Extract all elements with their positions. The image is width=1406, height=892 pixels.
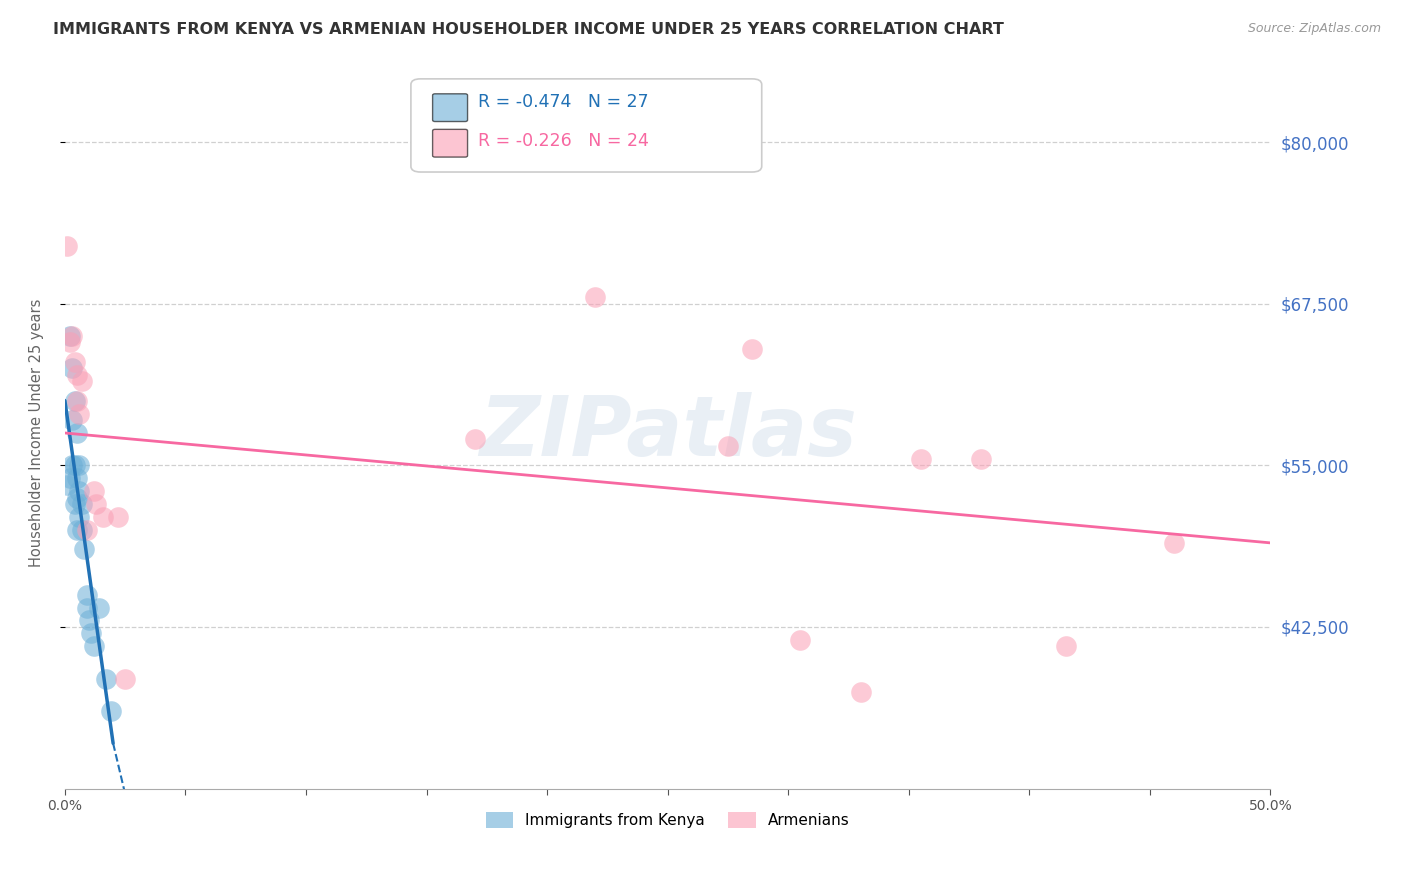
- Point: [63, 355, 86, 369]
- Point: [67, 510, 90, 524]
- Point: [56, 477, 79, 491]
- Point: [76, 588, 98, 602]
- Point: [70, 523, 93, 537]
- Point: [66, 425, 89, 440]
- Point: [464, 433, 486, 447]
- Point: [59, 471, 82, 485]
- Point: [66, 491, 89, 505]
- Point: [100, 704, 122, 718]
- Point: [66, 471, 89, 485]
- Point: [76, 600, 98, 615]
- Point: [80, 626, 103, 640]
- Legend: Immigrants from Kenya, Armenians: Immigrants from Kenya, Armenians: [479, 806, 856, 834]
- Point: [94, 672, 117, 686]
- Point: [63, 458, 86, 473]
- Point: [83, 640, 105, 654]
- Point: [741, 342, 763, 356]
- Text: R = -0.474   N = 27: R = -0.474 N = 27: [478, 94, 650, 112]
- Point: [1054, 640, 1077, 654]
- Point: [60, 361, 83, 376]
- Point: [583, 290, 606, 304]
- Point: [717, 439, 740, 453]
- Point: [60, 413, 83, 427]
- Point: [56, 238, 79, 252]
- Point: [67, 484, 90, 499]
- Point: [1163, 536, 1185, 550]
- FancyBboxPatch shape: [433, 129, 468, 157]
- Point: [93, 510, 115, 524]
- Point: [970, 451, 993, 466]
- Point: [849, 684, 872, 698]
- Point: [66, 523, 89, 537]
- Y-axis label: Householder Income Under 25 years: Householder Income Under 25 years: [30, 299, 44, 567]
- FancyBboxPatch shape: [411, 78, 762, 172]
- Point: [789, 632, 811, 647]
- Point: [114, 672, 136, 686]
- Text: IMMIGRANTS FROM KENYA VS ARMENIAN HOUSEHOLDER INCOME UNDER 25 YEARS CORRELATION : IMMIGRANTS FROM KENYA VS ARMENIAN HOUSEH…: [53, 22, 1004, 37]
- Point: [87, 600, 110, 615]
- Point: [66, 368, 89, 382]
- Point: [59, 335, 82, 350]
- Point: [83, 484, 105, 499]
- FancyBboxPatch shape: [433, 94, 468, 121]
- Text: Source: ZipAtlas.com: Source: ZipAtlas.com: [1247, 22, 1381, 36]
- Point: [67, 458, 90, 473]
- Point: [66, 393, 89, 408]
- Point: [107, 510, 129, 524]
- Point: [63, 497, 86, 511]
- Text: R = -0.226   N = 24: R = -0.226 N = 24: [478, 132, 650, 151]
- Point: [59, 329, 82, 343]
- Point: [70, 374, 93, 388]
- Text: ZIPatlas: ZIPatlas: [479, 392, 856, 474]
- Point: [60, 458, 83, 473]
- Point: [60, 329, 83, 343]
- Point: [84, 497, 107, 511]
- Point: [76, 523, 98, 537]
- Point: [73, 542, 96, 557]
- Point: [63, 393, 86, 408]
- Point: [77, 614, 100, 628]
- Point: [70, 497, 93, 511]
- Point: [67, 407, 90, 421]
- Point: [910, 451, 932, 466]
